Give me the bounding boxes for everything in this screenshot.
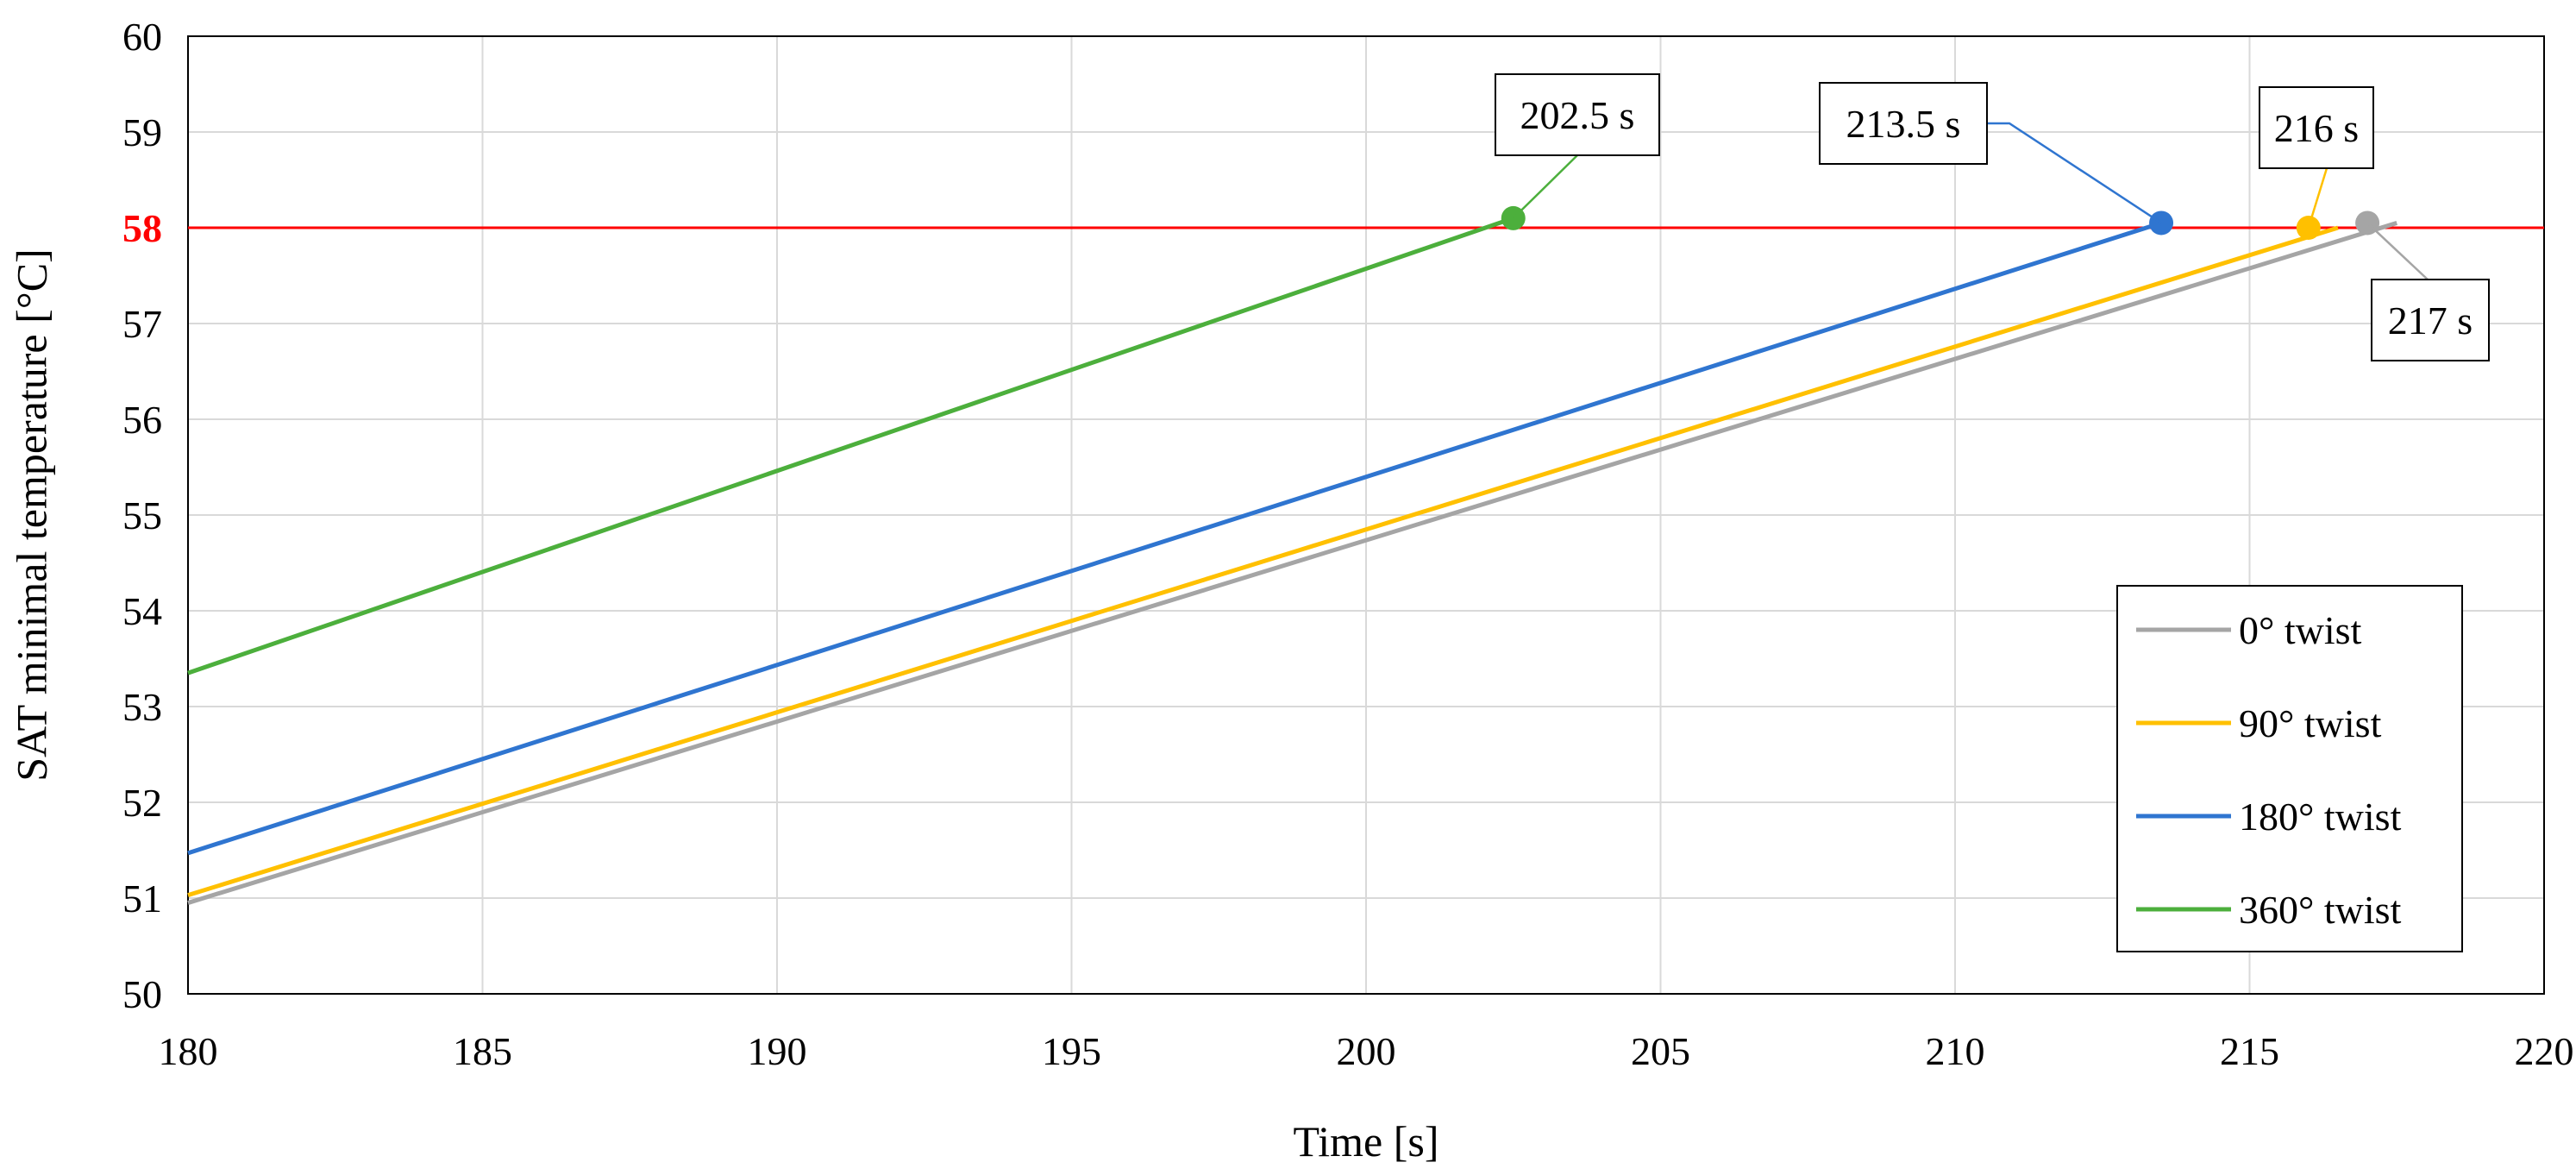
y-tick-label: 56 — [122, 398, 162, 442]
callout-leader-0 — [1512, 154, 1578, 219]
y-tick-label: 54 — [122, 589, 162, 633]
x-tick-label: 180 — [159, 1029, 218, 1073]
y-tick-label: 52 — [122, 781, 162, 825]
legend: 0° twist 90° twist 180° twist 360° twist — [2116, 585, 2463, 952]
legend-box — [2116, 585, 2463, 952]
legend-label-3: 360° twist — [2239, 888, 2402, 932]
callout-label-1: 213.5 s — [1846, 102, 1961, 146]
x-tick-label: 190 — [748, 1029, 807, 1073]
y-tick-label: 60 — [122, 15, 162, 59]
callout-label-0: 202.5 s — [1520, 93, 1635, 137]
x-tick-label: 205 — [1631, 1029, 1690, 1073]
plot-area-border — [187, 35, 2545, 995]
x-tick-label: 215 — [2220, 1029, 2279, 1073]
y-tick-label: 53 — [122, 685, 162, 729]
legend-label-2: 180° twist — [2239, 795, 2402, 839]
callout-label-2: 216 s — [2274, 106, 2359, 150]
y-tick-label: 51 — [122, 877, 162, 921]
callout-box-0 — [1495, 73, 1660, 156]
x-tick-label: 200 — [1337, 1029, 1396, 1073]
legend-label-0: 0° twist — [2239, 608, 2362, 652]
y-axis-title: SAT minimal temperature [°C] — [7, 248, 55, 782]
callout-box-3 — [2371, 279, 2490, 361]
series — [187, 205, 2397, 905]
x-tick-label: 210 — [1926, 1029, 1985, 1073]
series-line-2 — [187, 221, 2162, 856]
x-tick-label: 185 — [453, 1029, 512, 1073]
y-tick-label: 55 — [122, 493, 162, 537]
x-axis-title: Time [s] — [1293, 1117, 1438, 1166]
axes: 180 185 190 195 200 205 210 215 220 50 51 52 53 54 55 5… — [122, 15, 2574, 1073]
x-tick-label: 220 — [2515, 1029, 2574, 1073]
callout-box-1 — [1819, 82, 1988, 165]
callout-box-2 — [2259, 86, 2374, 169]
threshold: 58 — [122, 206, 2544, 250]
threshold-label: 58 — [122, 206, 162, 250]
y-tick-label: 59 — [122, 110, 162, 154]
series-line-1 — [187, 225, 2339, 898]
callout-leader-2 — [2307, 167, 2328, 229]
y-tick-label: 50 — [122, 972, 162, 1016]
legend-label-1: 90° twist — [2239, 701, 2382, 745]
callouts: 202.5 s 213.5 s 216 s 217 s — [1495, 73, 2490, 361]
x-tick-label: 195 — [1042, 1029, 1101, 1073]
series-line-3 — [187, 216, 1514, 675]
callout-leader-3 — [2366, 222, 2429, 280]
y-tick-label: 57 — [122, 302, 162, 346]
callout-leader-1 — [1987, 122, 2162, 224]
series-line-0 — [187, 221, 2397, 905]
callout-label-3: 217 s — [2388, 298, 2473, 342]
